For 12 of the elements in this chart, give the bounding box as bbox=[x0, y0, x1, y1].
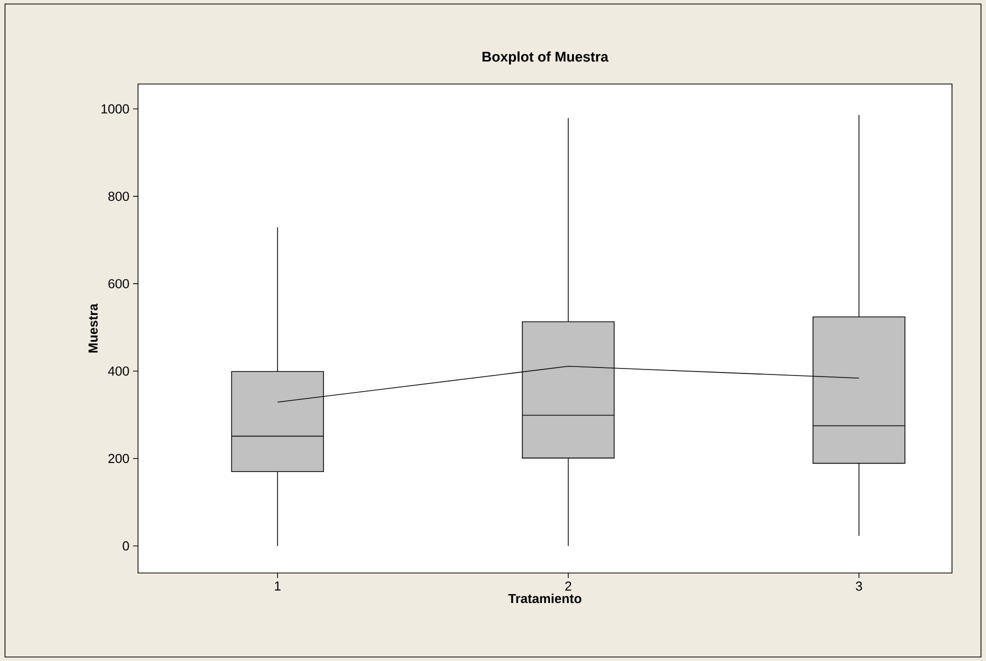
y-tick-label: 800 bbox=[108, 192, 129, 201]
y-tick-label: 600 bbox=[108, 279, 129, 288]
chart-title: Boxplot of Muestra bbox=[482, 51, 608, 64]
x-axis-title: Tratamiento bbox=[508, 594, 582, 604]
y-tick-label: 200 bbox=[108, 454, 129, 464]
y-tick-label: 400 bbox=[108, 366, 129, 376]
x-tick-label: 3 bbox=[856, 582, 862, 591]
x-tick-label: 2 bbox=[565, 582, 572, 591]
y-tick-label: 1000 bbox=[102, 104, 129, 114]
x-tick-label: 1 bbox=[274, 582, 281, 590]
y-axis-title: Muestra bbox=[88, 303, 98, 353]
y-tick-label: 0 bbox=[122, 541, 129, 550]
